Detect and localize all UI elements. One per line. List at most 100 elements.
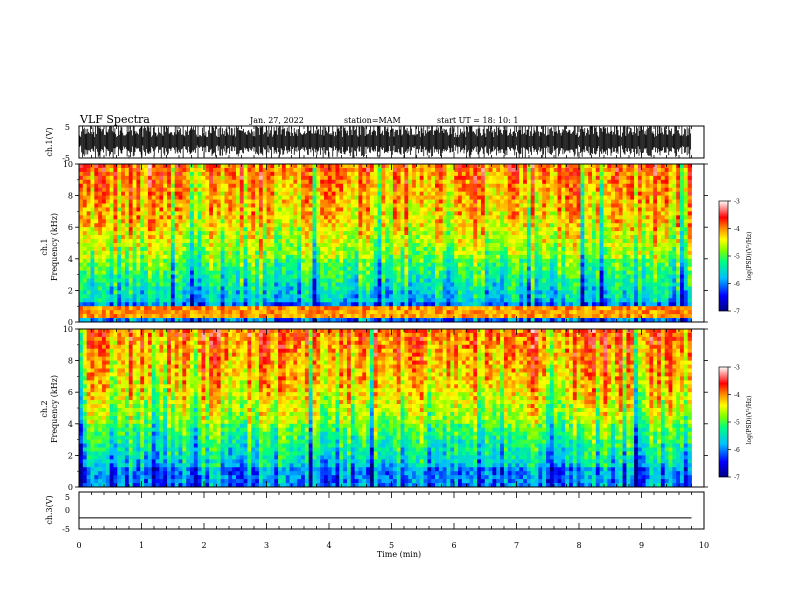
spectrogram-cell <box>258 246 264 252</box>
spectrogram-cell <box>289 239 294 244</box>
spectrogram-cell <box>614 243 620 248</box>
spectrogram-cell <box>255 250 260 256</box>
spectrogram-cell <box>224 207 229 212</box>
spectrogram-cell <box>519 266 524 272</box>
spectrogram-cell <box>350 211 356 216</box>
spectrogram-cell <box>603 223 608 228</box>
spectrogram-cell <box>572 262 578 268</box>
spectrogram-cell <box>400 164 405 169</box>
spectrogram-cell <box>285 215 290 220</box>
spectrogram-cell <box>473 235 478 240</box>
spectrogram-cell <box>251 171 256 177</box>
spectrogram-cell <box>209 199 214 204</box>
spectrogram-cell <box>680 191 685 196</box>
spectrogram-cell <box>649 239 654 244</box>
spectrogram-cell <box>446 254 451 260</box>
spectrogram-cell <box>266 231 271 236</box>
spectrogram-cell <box>182 254 187 260</box>
spectrogram-cell <box>465 223 470 228</box>
spectrogram-cell <box>132 239 137 244</box>
spectrogram-cell <box>480 227 486 232</box>
spectrogram-cell <box>358 179 363 185</box>
spectrogram-cell <box>523 243 528 248</box>
spectrogram-cell <box>174 171 179 177</box>
spectrogram-cell <box>538 250 543 256</box>
spectrogram-cell <box>312 254 317 260</box>
spectrogram-cell <box>668 199 673 204</box>
spectrogram-cell <box>186 164 191 169</box>
spectrogram-cell <box>212 183 218 189</box>
spectrogram-cell <box>243 235 248 240</box>
spectrogram-cell <box>473 215 478 220</box>
spectrogram-cell <box>396 183 401 189</box>
spectrogram-cell <box>186 183 191 189</box>
spectrogram-cell <box>316 164 321 169</box>
spectrogram-cell <box>362 223 367 228</box>
spectrogram-cell <box>105 195 111 200</box>
spectrogram-cell <box>599 254 604 260</box>
spectrogram-cell <box>438 254 444 260</box>
spectrogram-cell <box>373 246 378 252</box>
spectrogram-cell <box>580 246 585 252</box>
spectrogram-cell <box>377 262 382 268</box>
spectrogram-cell <box>687 203 692 208</box>
spectrogram-cell <box>251 179 256 185</box>
spectrogram-cell <box>660 246 666 252</box>
spectrogram-cell <box>105 223 111 228</box>
spectrogram-cell <box>557 179 562 185</box>
spectrogram-cell <box>477 235 482 240</box>
spectrogram-cell <box>304 179 310 185</box>
spectrogram-cell <box>190 199 195 204</box>
spectrogram-cell <box>626 258 631 264</box>
spectrogram-cell <box>151 231 156 236</box>
spectrogram-cell <box>408 195 413 200</box>
spectrogram-cell <box>565 246 570 252</box>
spectrogram-cell <box>660 175 666 181</box>
spectrogram-cell <box>561 219 566 224</box>
spectrogram-cell <box>484 246 490 252</box>
spectrogram-cell <box>611 179 616 185</box>
spectrogram-cell <box>297 179 302 185</box>
spectrogram-cell <box>235 191 241 196</box>
spectrogram-cell <box>224 191 229 196</box>
spectrogram-cell <box>683 187 689 193</box>
spectrogram-cell <box>595 207 601 212</box>
spectrogram-cell <box>98 266 103 272</box>
spectrogram-cell <box>324 211 329 216</box>
spectrogram-cell <box>350 246 356 252</box>
spectrogram-cell <box>526 171 532 177</box>
spectrogram-cell <box>653 167 658 173</box>
spectrogram-cell <box>672 183 677 189</box>
spectrogram-cell <box>664 262 669 268</box>
spectrogram-cell <box>251 211 256 216</box>
spectrogram-cell <box>350 239 356 244</box>
spectrogram-cell <box>136 219 141 224</box>
spectrogram-cell <box>515 191 520 196</box>
spectrogram-cell <box>297 227 302 232</box>
spectrogram-cell <box>124 231 130 236</box>
spectrogram-cell <box>281 171 287 177</box>
spectrogram-cell <box>457 243 463 248</box>
spectrogram-cell <box>369 243 375 248</box>
spectrogram-cell <box>278 246 283 252</box>
spectrogram-cell <box>193 231 199 236</box>
spectrogram-cell <box>500 254 505 260</box>
spectrogram-cell <box>637 254 643 260</box>
spectrogram-cell <box>465 199 470 204</box>
spectrogram-cell <box>572 207 578 212</box>
spectrogram-cell <box>182 199 187 204</box>
spectrogram-cell <box>86 243 91 248</box>
spectrogram-cell <box>496 199 501 204</box>
spectrogram-cell <box>683 171 689 177</box>
spectrogram-cell <box>622 199 627 204</box>
spectrogram-cell <box>676 215 681 220</box>
spectrogram-cell <box>239 207 245 212</box>
spectrogram-cell <box>484 266 490 272</box>
spectrogram-cell <box>519 167 524 173</box>
spectrogram-cell <box>293 243 298 248</box>
spectrogram-cell <box>557 254 562 260</box>
spectrogram-cell <box>400 167 405 173</box>
spectrogram-cell <box>515 203 520 208</box>
spectrogram-cell <box>614 215 620 220</box>
spectrogram-cell <box>687 199 692 204</box>
